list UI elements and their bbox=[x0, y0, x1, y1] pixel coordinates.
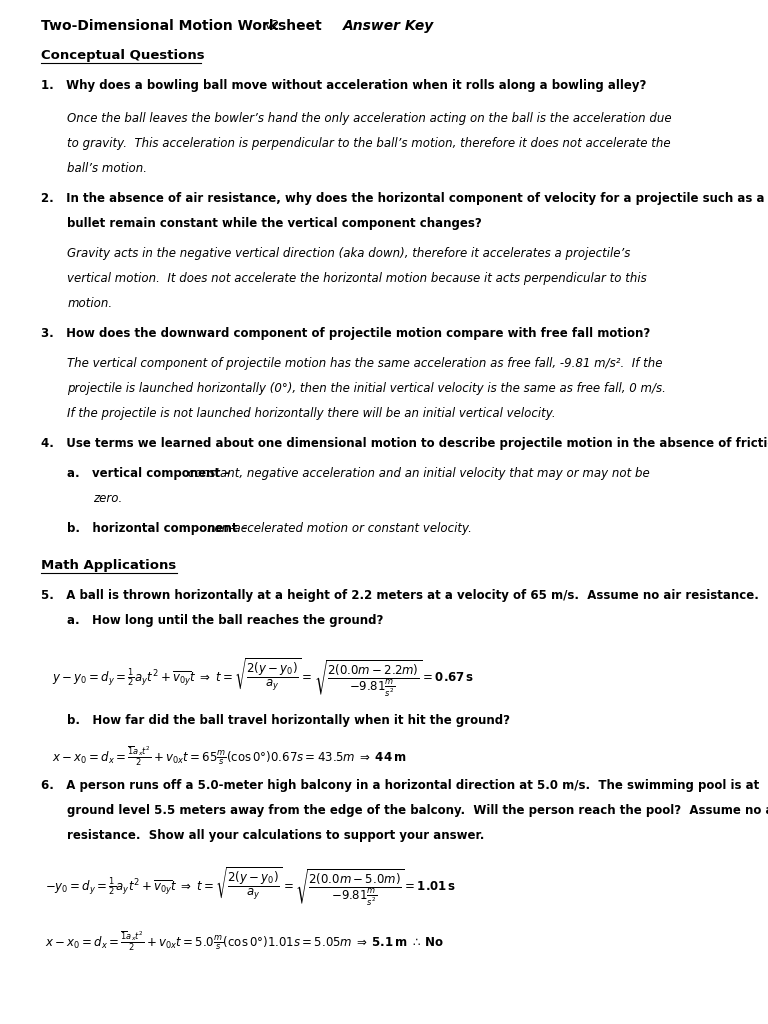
Text: resistance.  Show all your calculations to support your answer.: resistance. Show all your calculations t… bbox=[67, 829, 485, 842]
Text: constant, negative acceleration and an initial velocity that may or may not be: constant, negative acceleration and an i… bbox=[188, 467, 650, 480]
Text: ground level 5.5 meters away from the edge of the balcony.  Will the person reac: ground level 5.5 meters away from the ed… bbox=[67, 804, 768, 817]
Text: Answer Key: Answer Key bbox=[343, 19, 435, 33]
Text: projectile is launched horizontally (0°), then the initial vertical velocity is : projectile is launched horizontally (0°)… bbox=[67, 382, 666, 395]
Text: b.   horizontal component –: b. horizontal component – bbox=[67, 522, 252, 535]
Text: Once the ball leaves the bowler’s hand the only acceleration acting on the ball : Once the ball leaves the bowler’s hand t… bbox=[67, 112, 672, 125]
Text: b.   How far did the ball travel horizontally when it hit the ground?: b. How far did the ball travel horizonta… bbox=[67, 714, 510, 727]
Text: bullet remain constant while the vertical component changes?: bullet remain constant while the vertica… bbox=[67, 217, 482, 230]
Text: zero.: zero. bbox=[93, 492, 123, 505]
Text: a.   How long until the ball reaches the ground?: a. How long until the ball reaches the g… bbox=[67, 614, 383, 627]
Text: Two-Dimensional Motion Worksheet: Two-Dimensional Motion Worksheet bbox=[41, 19, 322, 33]
Text: v2: v2 bbox=[265, 19, 280, 32]
Text: non-accelerated motion or constant velocity.: non-accelerated motion or constant veloc… bbox=[207, 522, 472, 535]
Text: vertical motion.  It does not accelerate the horizontal motion because it acts p: vertical motion. It does not accelerate … bbox=[67, 272, 647, 285]
Text: a.   vertical component –: a. vertical component – bbox=[67, 467, 234, 480]
Text: $-y_0 = d_y = \frac{1}{2}a_y t^2 + \overline{v_{0y}}t$$\;\Rightarrow\; t = \sqrt: $-y_0 = d_y = \frac{1}{2}a_y t^2 + \over… bbox=[45, 866, 456, 908]
Text: 5.   A ball is thrown horizontally at a height of 2.2 meters at a velocity of 65: 5. A ball is thrown horizontally at a he… bbox=[41, 589, 759, 602]
Text: to gravity.  This acceleration is perpendicular to the ball’s motion, therefore : to gravity. This acceleration is perpend… bbox=[67, 137, 670, 150]
Text: 4.   Use terms we learned about one dimensional motion to describe projectile mo: 4. Use terms we learned about one dimens… bbox=[41, 437, 768, 450]
Text: $x - x_0 = d_x = \frac{\overline{1}a_x t^2}{2} + v_{0x}t = 5.0\frac{m}{s}(\cos 0: $x - x_0 = d_x = \frac{\overline{1}a_x t… bbox=[45, 929, 444, 952]
Text: $y - y_0 = d_y = \frac{1}{2}a_y t^2 + \overline{v_{0y}}t$$\;\Rightarrow\; t = \s: $y - y_0 = d_y = \frac{1}{2}a_y t^2 + \o… bbox=[52, 657, 475, 699]
Text: motion.: motion. bbox=[67, 297, 112, 310]
Text: The vertical component of projectile motion has the same acceleration as free fa: The vertical component of projectile mot… bbox=[67, 357, 663, 370]
Text: 6.   A person runs off a 5.0-meter high balcony in a horizontal direction at 5.0: 6. A person runs off a 5.0-meter high ba… bbox=[41, 779, 760, 792]
Text: 1.   Why does a bowling ball move without acceleration when it rolls along a bow: 1. Why does a bowling ball move without … bbox=[41, 79, 647, 92]
Text: Conceptual Questions: Conceptual Questions bbox=[41, 49, 204, 62]
Text: Gravity acts in the negative vertical direction (aka down), therefore it acceler: Gravity acts in the negative vertical di… bbox=[67, 247, 631, 260]
Text: 2.   In the absence of air resistance, why does the horizontal component of velo: 2. In the absence of air resistance, why… bbox=[41, 193, 764, 205]
Text: If the projectile is not launched horizontally there will be an initial vertical: If the projectile is not launched horizo… bbox=[67, 407, 556, 420]
Text: $x - x_0 = d_x = \frac{\overline{1}a_x t^2}{2} + v_{0x}t = 65\frac{m}{s}(\cos 0°: $x - x_0 = d_x = \frac{\overline{1}a_x t… bbox=[52, 744, 406, 768]
Text: 3.   How does the downward component of projectile motion compare with free fall: 3. How does the downward component of pr… bbox=[41, 327, 650, 340]
Text: ball’s motion.: ball’s motion. bbox=[67, 162, 147, 175]
Text: Math Applications: Math Applications bbox=[41, 559, 177, 572]
